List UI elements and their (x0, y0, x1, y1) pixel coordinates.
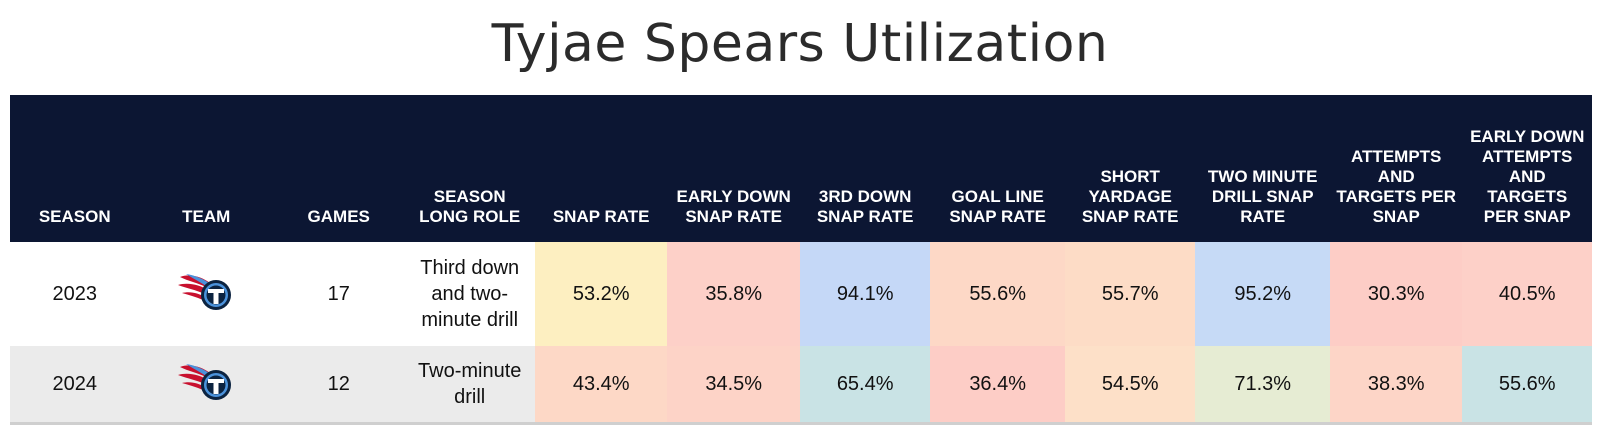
goal-line-snap-rate-cell: 55.6% (930, 242, 1065, 346)
column-header-season[interactable]: SEASON (10, 95, 140, 242)
short-yardage-snap-rate-cell: 55.7% (1064, 242, 1196, 346)
titans-logo-icon (176, 359, 236, 403)
season-cell: 2023 (10, 242, 140, 346)
utilization-table: SEASON TEAM GAMES SEASON LONG ROLE SNAP … (10, 95, 1592, 425)
snap-rate-cell: 43.4% (534, 346, 668, 425)
two-minute-drill-snap-rate-cell: 95.2% (1195, 242, 1330, 346)
short-yardage-snap-rate-cell: 54.5% (1064, 346, 1196, 425)
column-header-3rd-down-snap-rate[interactable]: 3RD DOWN SNAP RATE (799, 95, 931, 242)
snap-rate-cell: 53.2% (534, 242, 668, 346)
early-down-snap-rate-cell: 34.5% (667, 346, 800, 425)
role-cell: Third down and two-minute drill (404, 242, 535, 346)
team-cell (139, 242, 273, 346)
column-header-season-long-role[interactable]: SEASON LONG ROLE (404, 95, 535, 242)
early-down-snap-rate-cell: 35.8% (667, 242, 800, 346)
attempts-targets-per-snap-cell: 38.3% (1329, 346, 1463, 425)
header-row: SEASON TEAM GAMES SEASON LONG ROLE SNAP … (10, 95, 1592, 242)
titans-logo-icon (176, 269, 236, 313)
column-header-early-down-snap-rate[interactable]: EARLY DOWN SNAP RATE (667, 95, 800, 242)
attempts-targets-per-snap-cell: 30.3% (1329, 242, 1463, 346)
games-cell: 17 (272, 242, 405, 346)
column-header-short-yardage-snap-rate[interactable]: SHORT YARDAGE SNAP RATE (1064, 95, 1196, 242)
early-down-attempts-targets-per-snap-cell: 40.5% (1462, 242, 1592, 346)
page-title: Tyjae Spears Utilization (491, 14, 1109, 74)
goal-line-snap-rate-cell: 36.4% (930, 346, 1065, 425)
3rd-down-snap-rate-cell: 65.4% (799, 346, 931, 425)
role-cell: Two-minute drill (404, 346, 535, 425)
team-cell (139, 346, 273, 425)
season-cell: 2024 (10, 346, 140, 425)
early-down-attempts-targets-per-snap-cell: 55.6% (1462, 346, 1592, 425)
column-header-two-minute-drill-snap-rate[interactable]: TWO MINUTE DRILL SNAP RATE (1195, 95, 1330, 242)
3rd-down-snap-rate-cell: 94.1% (799, 242, 931, 346)
column-header-team[interactable]: TEAM (139, 95, 273, 242)
games-cell: 12 (272, 346, 405, 425)
column-header-snap-rate[interactable]: SNAP RATE (534, 95, 668, 242)
column-header-games[interactable]: GAMES (272, 95, 405, 242)
table-row: 2023 17 Third down and two-min (10, 242, 1592, 346)
column-header-early-down-attempts-targets-per-snap[interactable]: EARLY DOWN ATTEMPTS AND TARGETS PER SNAP (1462, 95, 1592, 242)
column-header-goal-line-snap-rate[interactable]: GOAL LINE SNAP RATE (930, 95, 1065, 242)
column-header-attempts-targets-per-snap[interactable]: ATTEMPTS AND TARGETS PER SNAP (1329, 95, 1463, 242)
two-minute-drill-snap-rate-cell: 71.3% (1195, 346, 1330, 425)
table-row: 2024 12 Two-minute drill (10, 346, 1592, 425)
